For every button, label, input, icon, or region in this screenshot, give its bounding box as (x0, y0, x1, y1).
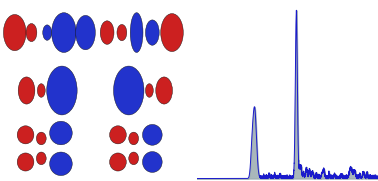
Ellipse shape (36, 132, 46, 145)
Ellipse shape (50, 121, 72, 145)
Ellipse shape (161, 14, 183, 52)
Ellipse shape (18, 77, 35, 104)
Ellipse shape (117, 24, 127, 41)
Ellipse shape (110, 153, 126, 171)
Ellipse shape (110, 126, 126, 144)
Ellipse shape (76, 15, 95, 50)
Ellipse shape (43, 25, 51, 40)
Ellipse shape (129, 132, 139, 145)
Ellipse shape (146, 84, 153, 97)
Ellipse shape (47, 66, 77, 115)
Ellipse shape (129, 152, 139, 165)
Ellipse shape (37, 84, 45, 97)
Ellipse shape (26, 24, 37, 42)
Ellipse shape (113, 66, 144, 115)
Ellipse shape (143, 152, 162, 172)
Ellipse shape (156, 77, 172, 104)
Ellipse shape (17, 126, 34, 144)
Ellipse shape (50, 152, 72, 176)
Ellipse shape (146, 20, 159, 45)
Ellipse shape (3, 14, 26, 51)
Ellipse shape (130, 13, 143, 52)
Ellipse shape (36, 152, 46, 165)
Ellipse shape (143, 125, 162, 145)
Ellipse shape (17, 153, 34, 171)
Ellipse shape (100, 21, 114, 44)
Ellipse shape (51, 13, 76, 52)
